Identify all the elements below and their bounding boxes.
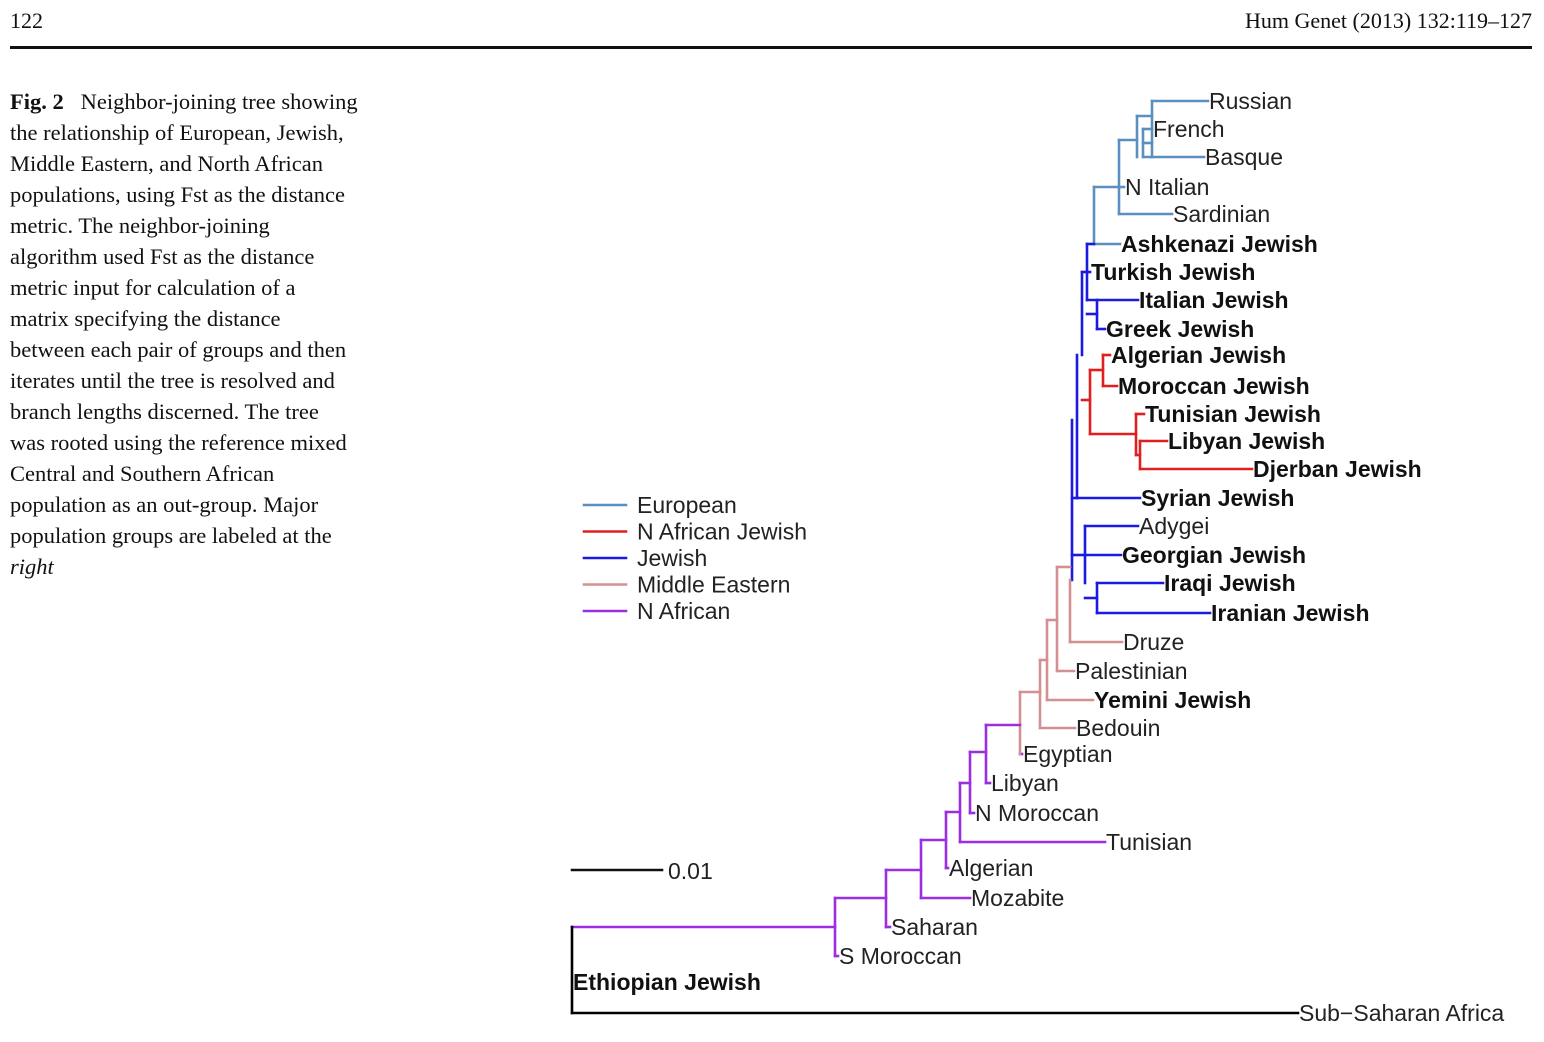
leaf-label-adygei: Adygei xyxy=(1139,513,1209,539)
leaf-label-greek-jewish: Greek Jewish xyxy=(1106,316,1254,342)
leaf-label-syrian-jewish: Syrian Jewish xyxy=(1141,485,1294,511)
leaf-label-french: French xyxy=(1153,116,1225,142)
leaf-label-iranian-jewish: Iranian Jewish xyxy=(1211,600,1370,626)
leaf-label-mozabite: Mozabite xyxy=(971,885,1064,911)
leaf-label-algerian-jewish: Algerian Jewish xyxy=(1111,342,1286,368)
leaf-label-palestinian: Palestinian xyxy=(1075,658,1188,684)
leaf-label-druze: Druze xyxy=(1123,629,1184,655)
leaf-label-sardinian: Sardinian xyxy=(1173,201,1270,227)
caption-text: Neighbor-joining tree showing the relati… xyxy=(10,89,358,548)
legend-label-n-african-jewish: N African Jewish xyxy=(637,519,807,545)
scale-bar-label: 0.01 xyxy=(668,858,713,884)
leaf-label-iraqi-jewish: Iraqi Jewish xyxy=(1164,570,1296,596)
figure-caption: Fig. 2 Neighbor-joining tree showing the… xyxy=(10,86,358,582)
leaf-label-turkish-jewish: Turkish Jewish xyxy=(1091,259,1255,285)
leaf-label-yemini-jewish: Yemini Jewish xyxy=(1094,687,1251,713)
leaf-label-moroccan-jewish: Moroccan Jewish xyxy=(1118,373,1310,399)
leaf-label-n-italian: N Italian xyxy=(1125,174,1209,200)
leaf-label-sub-saharan-africa: Sub−Saharan Africa xyxy=(1299,1000,1504,1026)
leaf-label-ashkenazi-jewish: Ashkenazi Jewish xyxy=(1121,231,1318,257)
leaf-label-n-moroccan: N Moroccan xyxy=(975,800,1099,826)
leaf-label-algerian: Algerian xyxy=(949,855,1033,881)
leaf-label-libyan: Libyan xyxy=(991,770,1059,796)
leaf-label-tunisian: Tunisian xyxy=(1106,829,1192,855)
page-number: 122 xyxy=(10,8,43,33)
legend-label-middle-eastern: Middle Eastern xyxy=(637,572,790,598)
leaf-label-s-moroccan: S Moroccan xyxy=(839,943,962,969)
figure-label: Fig. 2 xyxy=(10,89,64,114)
caption-emphasis: right xyxy=(10,554,54,579)
legend-label-n-african: N African xyxy=(637,598,730,624)
leaf-label-basque: Basque xyxy=(1205,144,1283,170)
leaf-label-saharan: Saharan xyxy=(891,914,978,940)
leaf-label-italian-jewish: Italian Jewish xyxy=(1139,287,1289,313)
journal-citation: Hum Genet (2013) 132:119–127 xyxy=(1245,8,1532,33)
header-rule xyxy=(10,46,1532,49)
leaf-label-tunisian-jewish: Tunisian Jewish xyxy=(1145,401,1321,427)
leaf-label-libyan-jewish: Libyan Jewish xyxy=(1168,428,1325,454)
legend-label-jewish: Jewish xyxy=(637,545,707,571)
leaf-label-georgian-jewish: Georgian Jewish xyxy=(1122,542,1306,568)
leaf-label-egyptian: Egyptian xyxy=(1023,741,1113,767)
legend-label-european: European xyxy=(637,492,737,518)
leaf-label-ethiopian-jewish: Ethiopian Jewish xyxy=(573,969,761,995)
leaf-label-djerban-jewish: Djerban Jewish xyxy=(1253,456,1422,482)
leaf-label-russian: Russian xyxy=(1209,88,1292,114)
leaf-label-bedouin: Bedouin xyxy=(1076,715,1160,741)
